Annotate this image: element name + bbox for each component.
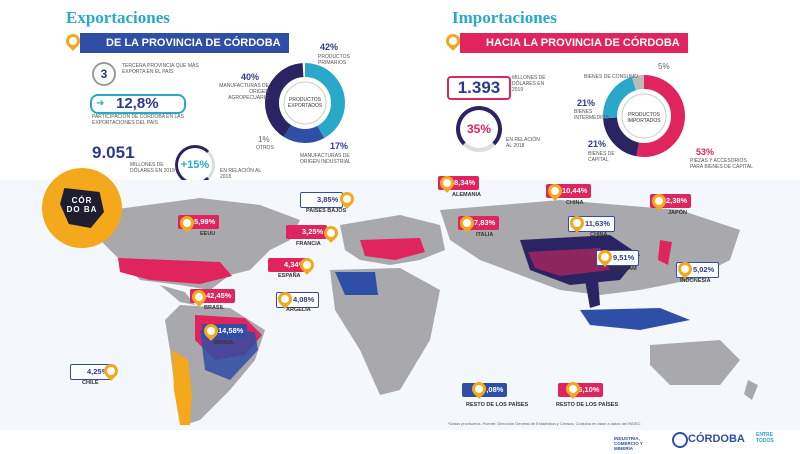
footer-note: *Datos provisorios. Fuente: Dirección Ge… [448, 421, 641, 426]
imports-seg-pct-3: 21% [588, 139, 607, 149]
country-name: EEUU [200, 231, 216, 237]
brazil-import-shape [200, 330, 258, 380]
imports-seg-pct-1: 5% [658, 62, 670, 71]
algeria-shape [335, 272, 378, 295]
coat-of-arms-icon [672, 432, 688, 448]
country-value: 7,83% [474, 218, 496, 227]
imports-banner-text: HACIA LA PROVINCIA DE CÓRDOBA [486, 37, 680, 49]
country-name: ARGELIA [286, 307, 311, 313]
exports-donut-label: PRODUCTOS EXPORTADOS [287, 97, 323, 109]
country-value: 10,44% [562, 186, 588, 195]
country-value: 14,58% [218, 326, 244, 335]
imports-change-text: EN RELACIÓN AL 2018 [506, 137, 540, 149]
country-value: 9,51% [613, 253, 635, 262]
country-value: 3,85% [317, 195, 339, 204]
country-name: RESTO DE LOS PAÍSES [556, 402, 619, 408]
country-name: CHILE [82, 380, 99, 386]
exports-seg-label-4: MANUFACTURAS DE ORIGEN INDUSTRIAL [300, 153, 351, 165]
vietnam-shape [585, 280, 600, 308]
exports-banner-text: DE LA PROVINCIA DE CÓRDOBA [106, 37, 281, 49]
imports-donut-label: PRODUCTOS IMPORTADOS [627, 112, 661, 124]
country-name: FRANCIA [296, 241, 321, 247]
country-name: ITALIA [476, 232, 494, 238]
exports-change-ring: +15% [175, 145, 215, 185]
rank-text: TERCERA PROVINCIA QUE MÁS EXPORTA EN EL … [122, 63, 199, 75]
share-bar: ➜ 12,8% [90, 94, 186, 114]
imports-seg-pct-2: 21% [577, 98, 596, 108]
exports-change-text: EN RELACIÓN AL 2018 [220, 168, 261, 180]
exports-seg-pct-1: 42% [320, 42, 339, 52]
japan-shape [658, 240, 672, 265]
exports-amount-text: MILLONES DE DÓLARES EN 2019 [130, 162, 175, 174]
exports-seg-pct-4: 17% [330, 141, 349, 151]
imports-seg-label-2: BIENES INTERMEDIOS [574, 109, 609, 121]
country-name: VIETNAM [612, 266, 637, 272]
country-name: BRASIL [214, 340, 235, 346]
indonesia-shape [580, 308, 690, 330]
country-name: INDONESIA [680, 278, 711, 284]
new-zealand-shape [744, 380, 758, 400]
country-value: 5,02% [693, 265, 715, 274]
country-tag-paises-bajos: 3,85% [300, 192, 344, 208]
rank-badge: 3 [92, 62, 116, 86]
country-name: JAPÓN [668, 210, 687, 216]
country-value: 2,38% [666, 196, 688, 205]
country-tag-espana: 4,34% [268, 258, 310, 272]
imports-change-ring: 35% [456, 106, 502, 152]
exports-seg-label-3: OTROS [256, 145, 274, 151]
exports-seg-pct-3: 1% [258, 135, 270, 144]
country-value: 16,10% [574, 385, 600, 394]
country-tag-francia: 3,25% [286, 225, 328, 239]
exports-seg-label-1: PRODUCTOS PRIMARIOS [318, 54, 350, 66]
share-text: PARTICIPACIÓN DE CÓRDOBA EN LAS EXPORTAC… [92, 114, 184, 126]
central-america-shape [160, 285, 195, 305]
exports-title: Exportaciones [66, 8, 170, 27]
imports-seg-label-4: PIEZAS Y ACCESORIOS PARA BIENES DE CAPIT… [690, 158, 753, 170]
africa-shape [330, 268, 440, 395]
cordoba-logo-text: CÓR DO BA [66, 196, 98, 214]
country-value: 4,34% [284, 260, 306, 269]
share-value: 12,8% [116, 95, 159, 112]
arrow-right-icon: ➜ [96, 98, 105, 109]
country-name: CHINA [590, 232, 608, 238]
tagline-entre-todos: ENTRE TODOS [756, 432, 774, 444]
exports-amount: 9.051 [92, 143, 135, 162]
country-name: CHINA [566, 200, 584, 206]
country-value: 4,25% [87, 367, 109, 376]
imports-seg-pct-4: 53% [696, 147, 715, 157]
ministry-label: INDUSTRIA, COMERCIO Y MINERÍA [614, 436, 643, 451]
country-name: RESTO DE LOS PAÍSES [466, 402, 529, 408]
eu-exports-shape [360, 238, 425, 260]
country-value: 11,63% [585, 219, 611, 228]
country-value: 47,08% [478, 385, 504, 394]
country-name: ESPAÑA [278, 273, 301, 279]
argentina-shape [172, 350, 192, 425]
exports-seg-pct-2: 40% [241, 72, 260, 82]
country-name: ALEMANIA [452, 192, 482, 198]
china-import-shape [528, 248, 610, 276]
imports-banner: HACIA LA PROVINCIA DE CÓRDOBA [460, 33, 688, 53]
world-map [0, 180, 800, 430]
usa-shape [118, 258, 232, 284]
exports-banner: DE LA PROVINCIA DE CÓRDOBA [80, 33, 289, 53]
imports-seg-label-3: BIENES DE CAPITAL [588, 151, 615, 163]
country-name: PAÍSES BAJOS [306, 208, 347, 214]
country-value: 4,08% [293, 295, 315, 304]
imports-title: Importaciones [452, 8, 557, 27]
cordoba-logo-circle: CÓR DO BA [42, 168, 122, 248]
brand-cordoba: CÓRDOBA [688, 433, 745, 445]
country-value: 3,25% [302, 227, 324, 236]
exports-seg-label-2: MANUFACTURAS DE ORIGEN AGROPECUARIO [219, 83, 269, 101]
imports-donut [603, 75, 685, 157]
country-value: 5,99% [194, 217, 216, 226]
exports-donut [265, 63, 345, 143]
australia-shape [650, 340, 740, 385]
imports-amount: 1.393 [447, 76, 511, 100]
imports-seg-label-1: BIENES DE CONSUMO [584, 74, 639, 80]
imports-amount-text: MILLONES DE DÓLARES EN 2019 [512, 75, 546, 93]
country-name: BRASIL [204, 305, 225, 311]
country-value: 42,45% [206, 291, 232, 300]
country-value: 8,34% [454, 178, 476, 187]
